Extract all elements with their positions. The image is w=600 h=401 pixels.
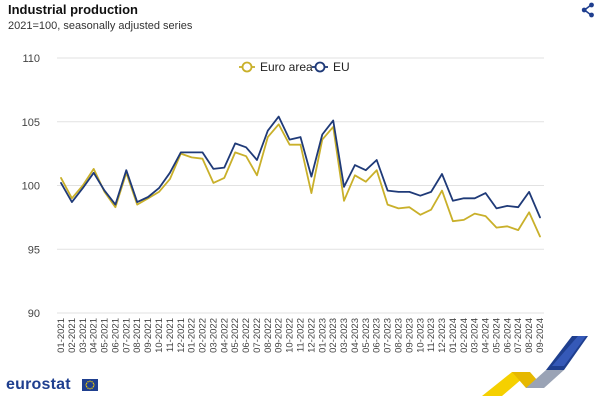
legend-marker bbox=[241, 61, 253, 73]
y-tick-label: 90 bbox=[28, 308, 40, 320]
x-tick-label: 01-2022 bbox=[187, 318, 198, 353]
y-tick-label: 100 bbox=[22, 181, 40, 193]
x-tick-label: 05-2024 bbox=[491, 318, 502, 353]
eurostat-logo: eurostat bbox=[6, 376, 71, 393]
eu-flag-icon bbox=[82, 379, 98, 391]
x-tick-label: 11-2021 bbox=[165, 318, 176, 352]
x-tick-label: 07-2023 bbox=[383, 318, 394, 353]
x-tick-label: 03-2021 bbox=[78, 318, 89, 353]
legend-label: EU bbox=[333, 60, 350, 74]
x-tick-label: 02-2023 bbox=[328, 318, 339, 353]
share-icon[interactable] bbox=[581, 2, 595, 18]
x-tick-label: 04-2021 bbox=[89, 318, 100, 353]
chart-title: Industrial production bbox=[8, 2, 138, 17]
x-tick-label: 07-2021 bbox=[121, 318, 132, 353]
x-tick-label: 10-2021 bbox=[154, 318, 165, 353]
x-tick-label: 08-2022 bbox=[263, 318, 274, 353]
x-tick-label: 09-2023 bbox=[404, 318, 415, 353]
x-tick-label: 09-2022 bbox=[274, 318, 285, 353]
y-tick-label: 110 bbox=[22, 53, 40, 65]
legend-label: Euro area bbox=[260, 60, 313, 74]
x-tick-label: 02-2021 bbox=[67, 318, 78, 353]
x-tick-label: 12-2022 bbox=[306, 318, 317, 353]
x-tick-label: 07-2024 bbox=[513, 318, 524, 353]
series-line-eu bbox=[60, 115, 541, 219]
x-tick-label: 04-2023 bbox=[350, 318, 361, 353]
x-tick-label: 08-2024 bbox=[524, 318, 535, 353]
x-tick-label: 04-2024 bbox=[481, 318, 492, 353]
x-tick-label: 06-2024 bbox=[502, 318, 513, 353]
x-tick-label: 10-2023 bbox=[415, 318, 426, 353]
x-tick-label: 02-2024 bbox=[459, 318, 470, 353]
x-tick-label: 03-2024 bbox=[470, 318, 481, 353]
x-tick-label: 09-2021 bbox=[143, 318, 154, 353]
eurostat-ribbon-icon bbox=[482, 336, 588, 396]
y-tick-label: 105 bbox=[22, 117, 40, 129]
series-line-euro-area bbox=[60, 123, 541, 238]
x-tick-label: 12-2021 bbox=[176, 318, 187, 353]
x-tick-label: 01-2024 bbox=[448, 318, 459, 353]
x-tick-label: 04-2022 bbox=[219, 318, 230, 353]
x-tick-label: 05-2021 bbox=[100, 318, 111, 353]
x-tick-label: 02-2022 bbox=[198, 318, 209, 353]
x-tick-label: 06-2021 bbox=[110, 318, 121, 353]
x-tick-label: 01-2023 bbox=[317, 318, 328, 353]
x-tick-label: 05-2023 bbox=[361, 318, 372, 353]
x-tick-label: 03-2022 bbox=[208, 318, 219, 353]
x-tick-label: 03-2023 bbox=[339, 318, 350, 353]
legend-marker bbox=[314, 61, 326, 73]
x-tick-label: 01-2021 bbox=[56, 318, 67, 353]
x-tick-label: 11-2023 bbox=[426, 318, 437, 352]
x-tick-label: 11-2022 bbox=[296, 318, 307, 352]
x-tick-label: 08-2023 bbox=[393, 318, 404, 353]
y-tick-label: 95 bbox=[28, 244, 40, 256]
x-tick-label: 12-2023 bbox=[437, 318, 448, 353]
x-tick-label: 07-2022 bbox=[252, 318, 263, 353]
chart-subtitle: 2021=100, seasonally adjusted series bbox=[8, 20, 193, 32]
x-tick-label: 08-2021 bbox=[132, 318, 143, 353]
x-tick-label: 05-2022 bbox=[230, 318, 241, 353]
x-tick-label: 06-2022 bbox=[241, 318, 252, 353]
x-tick-label: 10-2022 bbox=[285, 318, 296, 353]
x-tick-label: 06-2023 bbox=[372, 318, 383, 353]
x-tick-label: 09-2024 bbox=[535, 318, 546, 353]
